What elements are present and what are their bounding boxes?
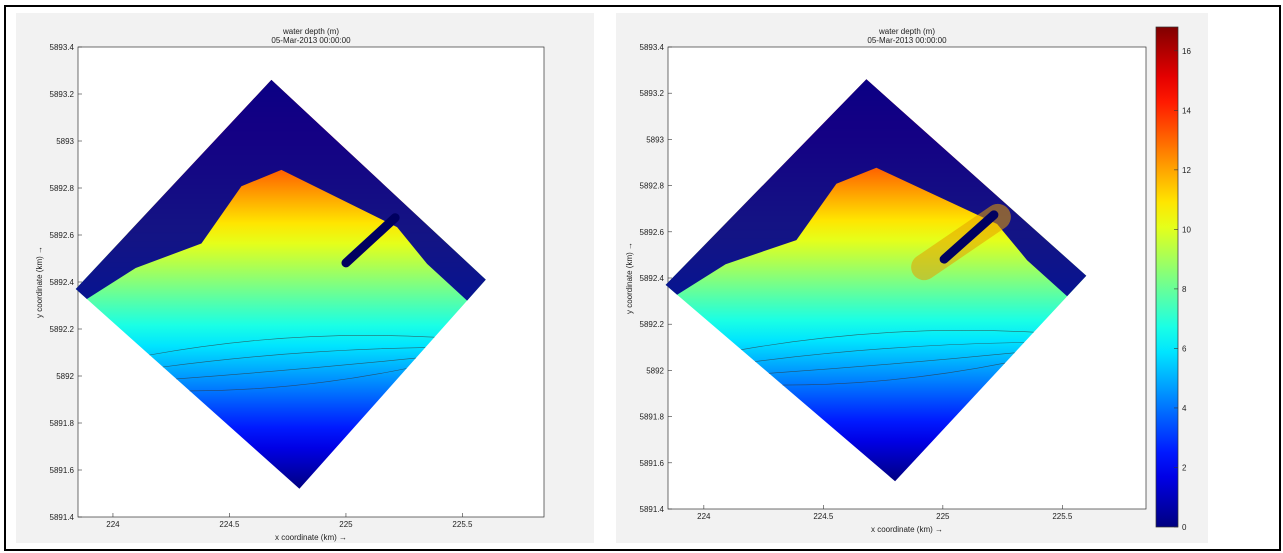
y-tick-label: 5891.6 — [50, 466, 75, 475]
x-tick-label: 224.5 — [219, 520, 240, 529]
y-tick-label: 5892.8 — [50, 184, 75, 193]
colorbar-tick-label: 12 — [1182, 166, 1191, 175]
contour-line — [149, 335, 435, 356]
y-tick-label: 5893 — [646, 135, 664, 144]
contour-line — [741, 329, 1034, 350]
breakwater — [939, 210, 999, 264]
y-tick-label: 5892.8 — [640, 182, 665, 191]
x-tick-label: 225 — [936, 512, 950, 521]
x-tick-label: 225.5 — [452, 520, 473, 529]
x-tick-label: 224 — [106, 520, 120, 529]
shallow-area — [75, 79, 486, 301]
colorbar-tick-label: 16 — [1182, 47, 1191, 56]
x-tick-label: 225.5 — [1052, 512, 1073, 521]
chart-subtitle: 05-Mar-2013 00:00:00 — [271, 36, 351, 45]
depth-map-left: 224 224.5 225 225.5 5891.4 5891.6 5891.8 5892 58… — [16, 13, 594, 543]
y-tick-label: 5891.4 — [640, 505, 665, 514]
chart-title: water depth (m) — [878, 27, 935, 36]
y-tick-label: 5892.2 — [50, 325, 75, 334]
colorbar-tick-label: 6 — [1182, 344, 1187, 353]
contour-line — [189, 368, 407, 392]
y-tick-label: 5893.2 — [50, 90, 75, 99]
colorbar-tick-label: 8 — [1182, 285, 1187, 294]
colorbar-tick-label: 10 — [1182, 225, 1191, 234]
colorbar-tick-label: 14 — [1182, 106, 1191, 115]
figure-cell-right: 224 224.5 225 225.5 5891.4 5891.6 5891.8 5892 58… — [606, 5, 1281, 551]
y-axis-label: y coordinate (km) → — [35, 246, 44, 318]
y-tick-label: 5893.4 — [50, 43, 75, 52]
y-tick-label: 5891.8 — [50, 419, 75, 428]
x-axis-label: x coordinate (km) → — [871, 525, 943, 534]
figure-cell-left: 224 224.5 225 225.5 5891.4 5891.6 5891.8 5892 58… — [4, 5, 608, 551]
breakwater — [341, 213, 400, 268]
depth-map-right: 224 224.5 225 225.5 5891.4 5891.6 5891.8 5892 58… — [616, 13, 1208, 543]
y-tick-label: 5891.4 — [50, 513, 75, 522]
chart-title: water depth (m) — [282, 27, 339, 36]
contour-line — [782, 362, 1006, 386]
y-tick-label: 5892 — [56, 372, 74, 381]
contour-line — [162, 347, 426, 368]
contour-line — [768, 352, 1015, 374]
contour-line — [755, 342, 1025, 362]
x-tick-label: 225 — [339, 520, 353, 529]
colorbar-tick-label: 0 — [1182, 523, 1187, 532]
colorbar-tick-label: 2 — [1182, 463, 1187, 472]
y-tick-label: 5892.4 — [640, 274, 665, 283]
chart-subtitle: 05-Mar-2013 00:00:00 — [867, 36, 947, 45]
y-tick-label: 5892.6 — [640, 228, 665, 237]
y-tick-label: 5893.2 — [640, 89, 665, 98]
x-tick-label: 224 — [697, 512, 711, 521]
x-axis-label: x coordinate (km) → — [275, 533, 347, 542]
colorbar-tick-label: 4 — [1182, 404, 1187, 413]
contour-line — [176, 357, 416, 380]
y-tick-label: 5892 — [646, 366, 664, 375]
y-tick-label: 5891.6 — [640, 459, 665, 468]
colorbar — [1155, 26, 1179, 528]
y-tick-label: 5892.6 — [50, 231, 75, 240]
y-tick-label: 5891.8 — [640, 413, 665, 422]
shallow-area — [665, 79, 1087, 297]
y-axis-label: y coordinate (km) → — [625, 242, 634, 314]
y-tick-label: 5892.4 — [50, 278, 75, 287]
x-tick-label: 224.5 — [813, 512, 834, 521]
y-tick-label: 5893.4 — [640, 43, 665, 52]
y-tick-label: 5892.2 — [640, 320, 665, 329]
y-tick-label: 5893 — [56, 137, 74, 146]
